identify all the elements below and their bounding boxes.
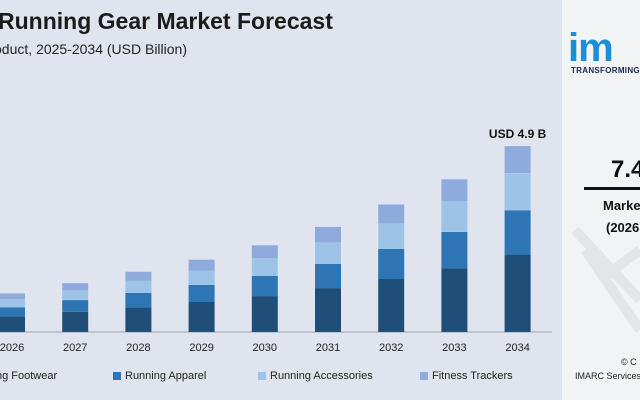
side-label: Marke xyxy=(603,198,640,213)
bar-segment-2028-s3 xyxy=(125,271,152,281)
legend-swatch-accessories xyxy=(258,372,266,380)
bar-segment-2034-s0 xyxy=(504,254,531,332)
bar-segment-2030-s3 xyxy=(251,245,278,259)
cagr-value: 7.4 xyxy=(611,156,640,183)
bar-segment-2031-s2 xyxy=(315,242,341,264)
chart-panel xyxy=(0,0,562,400)
legend-item-apparel: Running Apparel xyxy=(113,370,206,382)
x-tick-label: 2029 xyxy=(189,342,213,354)
bar-segment-2026-s2 xyxy=(0,299,25,308)
bar-segment-2028-s2 xyxy=(125,280,152,293)
logo-tagline: TRANSFORMING xyxy=(571,66,640,75)
bar-segment-2028-s1 xyxy=(125,292,152,308)
side-panel xyxy=(562,0,640,400)
x-tick-label: 2027 xyxy=(63,342,87,354)
legend-item-footwear: ng Footwear xyxy=(0,370,57,382)
bar-segment-2027-s1 xyxy=(62,300,89,312)
x-tick-label: 2028 xyxy=(126,342,150,354)
bar-segment-2032-s1 xyxy=(378,248,405,279)
side-divider xyxy=(584,187,640,190)
legend-swatch-apparel xyxy=(113,372,121,380)
side-panel-decoration xyxy=(571,226,640,333)
bar-segment-2029-s2 xyxy=(188,270,215,285)
x-tick-label: 2033 xyxy=(442,342,466,354)
bar-segment-2031-s0 xyxy=(315,288,341,332)
legend-item-accessories: Running Accessories xyxy=(258,370,373,382)
bar-segment-2033-s0 xyxy=(441,268,468,332)
imarc-logo: im xyxy=(568,26,614,70)
total-annotation: USD 4.9 B xyxy=(489,127,547,141)
x-tick-label: 2031 xyxy=(316,342,340,354)
x-tick-label: 2030 xyxy=(253,342,277,354)
side-period: (2026 xyxy=(606,220,640,235)
source-text: IMARC Services xyxy=(575,371,640,381)
bar-segment-2034-s3 xyxy=(504,146,531,173)
bar-segment-2027-s2 xyxy=(62,290,89,301)
x-tick-label: 2032 xyxy=(379,342,403,354)
legend-item-trackers: Fitness Trackers xyxy=(420,370,513,382)
bar-segment-2033-s1 xyxy=(441,231,468,269)
bar-segment-2027-s3 xyxy=(62,283,89,291)
bar-segment-2031-s1 xyxy=(315,263,341,289)
bar-segment-2031-s3 xyxy=(315,226,341,243)
bar-segment-2033-s2 xyxy=(441,201,468,232)
bar-segment-2034-s2 xyxy=(504,173,531,211)
bar-segment-2028-s0 xyxy=(125,307,152,332)
legend-label: Running Accessories xyxy=(270,370,373,382)
bar-segment-2029-s0 xyxy=(188,301,215,332)
bar-segment-2033-s3 xyxy=(441,179,468,202)
chart-subtitle: oduct, 2025-2034 (USD Billion) xyxy=(0,41,187,57)
bar-segment-2030-s2 xyxy=(251,258,278,276)
bar-segment-2034-s1 xyxy=(504,210,531,255)
x-tick-label: 2026 xyxy=(0,342,24,354)
bar-segment-2026-s1 xyxy=(0,307,25,317)
bar-segment-2030-s0 xyxy=(251,296,278,332)
copyright-text: © C xyxy=(621,357,637,367)
bar-segment-2032-s2 xyxy=(378,223,405,249)
bar-segment-2032-s0 xyxy=(378,279,405,332)
bar-segment-2030-s1 xyxy=(251,275,278,297)
bar-segment-2026-s3 xyxy=(0,293,25,300)
stacked-bar-chart: 2026 2027 2028 2029 2030 2031 2032 2033 2034 USD … xyxy=(0,127,552,354)
legend-swatch-trackers xyxy=(420,372,428,380)
bar-segment-2029-s1 xyxy=(188,284,215,302)
chart-legend: ng Footwear Running Apparel Running Acce… xyxy=(0,370,560,386)
legend-label: Fitness Trackers xyxy=(432,370,513,382)
legend-label: Running Apparel xyxy=(125,370,207,382)
bar-segment-2027-s0 xyxy=(62,311,89,332)
chart-title: Running Gear Market Forecast xyxy=(0,8,333,34)
legend-label: ng Footwear xyxy=(0,370,58,382)
x-tick-label: 2034 xyxy=(505,342,529,354)
bar-segment-2026-s0 xyxy=(0,316,25,332)
bar-segment-2032-s3 xyxy=(378,204,405,224)
bar-segment-2029-s3 xyxy=(188,259,215,271)
